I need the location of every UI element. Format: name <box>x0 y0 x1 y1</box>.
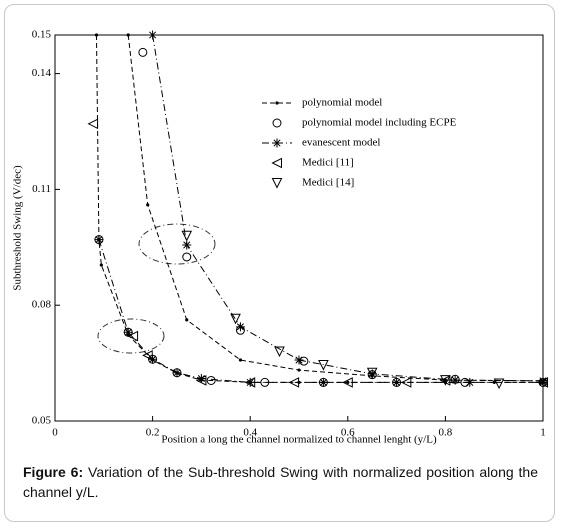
marker-star <box>367 369 377 379</box>
highlight-ellipse <box>97 318 165 354</box>
plot-frame <box>54 34 544 422</box>
marker-star <box>94 235 104 245</box>
marker-circle <box>138 47 148 57</box>
marker-triangle-down <box>493 378 505 390</box>
marker-triangle-left <box>537 377 548 388</box>
series-line <box>95 35 543 383</box>
marker-triangle-left <box>87 118 99 130</box>
legend-label: Medici [14] <box>302 177 354 189</box>
marker-star <box>465 377 475 387</box>
legend-label: evanescent model <box>302 137 381 149</box>
chart: Position a long the channel normalized t… <box>12 29 548 446</box>
marker-dot <box>146 203 150 207</box>
marker-triangle-down <box>230 313 241 325</box>
marker-star <box>123 327 133 337</box>
marker-star <box>172 368 182 378</box>
marker-star <box>538 376 548 386</box>
y-tick-label: 0.14 <box>32 67 52 79</box>
caption: Figure 6: Variation of the Sub-threshold… <box>23 462 538 502</box>
legend-marker <box>275 101 279 105</box>
marker-dot <box>297 368 301 372</box>
marker-dot <box>126 33 130 37</box>
x-tick-label: 0.6 <box>341 427 355 439</box>
marker-star <box>450 375 460 385</box>
marker-star <box>235 322 245 332</box>
legend-label: polynomial model <box>302 97 382 109</box>
legend-marker <box>271 178 283 189</box>
y-tick-label: 0.05 <box>32 415 52 427</box>
marker-circle <box>182 252 192 262</box>
caption-label: Figure 6: <box>23 464 84 480</box>
marker-triangle-down <box>318 360 329 371</box>
legend-marker <box>272 138 282 148</box>
marker-triangle-left <box>142 350 153 361</box>
y-tick-label: 0.11 <box>32 183 51 195</box>
marker-triangle-down <box>181 230 193 242</box>
marker-triangle-left <box>127 330 139 342</box>
x-axis-label: Position a long the channel normalized t… <box>161 434 437 446</box>
marker-dot <box>346 380 350 384</box>
marker-triangle-left <box>439 375 451 386</box>
legend-marker <box>272 118 282 128</box>
x-tick-label: 1 <box>540 427 546 439</box>
marker-dot <box>99 263 103 267</box>
y-axis-label: Subthreshold Swing (V/dec) <box>12 165 24 291</box>
marker-triangle-left <box>400 377 412 388</box>
marker-star <box>148 30 158 40</box>
marker-star <box>182 240 192 250</box>
marker-triangle-left <box>342 377 353 388</box>
y-tick-label: 0.15 <box>32 29 52 41</box>
marker-triangle-left <box>244 377 256 388</box>
marker-circle <box>206 375 216 385</box>
figure-frame <box>4 4 555 522</box>
marker-triangle-down <box>440 375 451 386</box>
marker-dot <box>94 33 99 37</box>
x-tick-label: 0.8 <box>439 427 453 439</box>
x-tick-label: 0.2 <box>146 427 160 439</box>
marker-dot <box>185 318 189 322</box>
marker-dot <box>238 358 243 362</box>
marker-triangle-left <box>195 375 207 386</box>
legend-label: polynomial model including ECPE <box>302 117 457 129</box>
legend-label: Medici [11] <box>302 157 354 169</box>
marker-star <box>245 377 255 387</box>
marker-dot <box>443 378 447 382</box>
y-tick-label: 0.08 <box>32 299 52 311</box>
marker-star <box>392 377 402 387</box>
marker-star <box>294 355 304 365</box>
x-tick-label: 0 <box>52 427 58 439</box>
highlight-ellipse <box>138 223 216 265</box>
marker-triangle-down <box>366 367 378 379</box>
legend-marker <box>271 157 282 169</box>
marker-star <box>318 377 328 387</box>
series-line <box>98 35 543 383</box>
x-tick-label: 0.4 <box>243 427 257 439</box>
marker-triangle-down <box>274 346 285 358</box>
caption-text: Variation of the Sub-threshold Swing wit… <box>23 464 539 500</box>
marker-triangle-left <box>288 377 300 388</box>
